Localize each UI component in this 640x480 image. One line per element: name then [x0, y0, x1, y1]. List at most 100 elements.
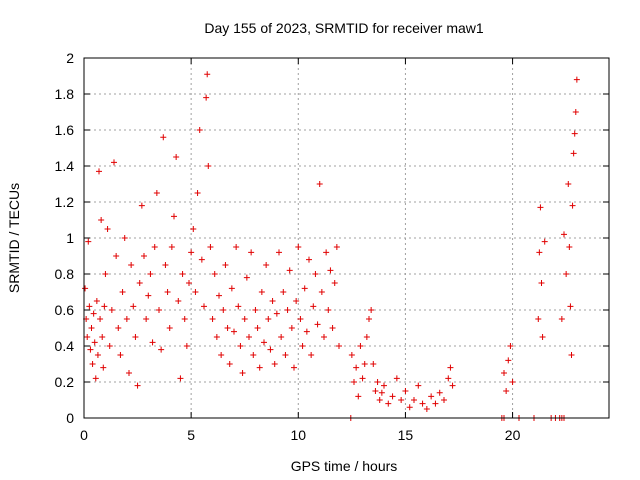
data-point: [92, 375, 99, 382]
data-point: [254, 325, 261, 331]
y-tick-label: 0: [66, 410, 74, 426]
data-point: [90, 310, 97, 317]
data-point: [376, 397, 383, 403]
data-point: [348, 352, 355, 358]
y-tick-label: 1.4: [55, 158, 75, 174]
data-point: [117, 352, 124, 358]
data-point: [171, 213, 177, 220]
data-point: [535, 316, 542, 322]
data-point: [158, 346, 165, 353]
data-point: [126, 370, 132, 376]
data-point: [162, 262, 169, 268]
data-point: [213, 334, 220, 340]
data-point: [314, 321, 321, 328]
data-point: [119, 289, 126, 295]
data-point: [101, 303, 108, 310]
data-point: [186, 280, 192, 286]
data-point: [563, 271, 570, 277]
data-point: [141, 253, 147, 259]
data-point: [231, 328, 237, 335]
data-point: [284, 307, 291, 313]
data-point: [385, 400, 392, 407]
data-point: [331, 280, 338, 286]
data-point: [147, 271, 154, 277]
data-point: [115, 325, 122, 331]
data-point: [316, 181, 323, 187]
data-point: [153, 190, 160, 196]
data-point: [565, 181, 572, 187]
data-point: [415, 382, 422, 389]
y-tick-label: 1.6: [55, 122, 75, 138]
data-point: [353, 364, 360, 371]
data-point: [113, 253, 120, 259]
data-point: [393, 375, 400, 382]
data-point: [181, 316, 188, 322]
data-point: [436, 389, 443, 396]
data-point: [94, 352, 101, 358]
data-point: [207, 244, 214, 250]
data-point: [239, 370, 246, 376]
data-point: [222, 262, 229, 268]
data-point: [226, 361, 233, 367]
data-point: [572, 109, 579, 115]
data-point: [381, 382, 387, 389]
data-point: [97, 316, 104, 322]
data-point: [160, 134, 167, 141]
data-point: [372, 388, 379, 394]
data-point: [419, 400, 426, 407]
data-point: [194, 190, 201, 196]
x-tick-label: 5: [187, 427, 195, 443]
data-point: [151, 244, 158, 250]
data-point: [566, 244, 573, 250]
data-point: [243, 274, 250, 281]
data-point: [228, 285, 235, 292]
y-tick-label: 1: [66, 230, 74, 246]
data-point: [88, 325, 95, 331]
data-point: [168, 244, 175, 250]
x-tick-label: 15: [398, 427, 414, 443]
data-point: [312, 271, 319, 277]
data-point: [368, 307, 375, 313]
data-point: [263, 262, 270, 268]
data-point: [211, 271, 218, 277]
data-point: [538, 280, 545, 286]
data-point: [241, 316, 248, 322]
x-tick-labels: 0 5 10 15 20: [80, 427, 520, 443]
data-point: [357, 343, 364, 349]
data-point: [166, 325, 173, 331]
y-tick-label: 0.4: [55, 338, 75, 354]
data-point: [258, 289, 265, 295]
data-point: [318, 289, 325, 295]
data-point: [89, 361, 96, 367]
data-point: [306, 256, 312, 263]
data-point: [235, 303, 242, 310]
data-point: [441, 397, 447, 403]
data-point: [570, 150, 577, 157]
data-point: [445, 375, 452, 382]
data-point: [295, 244, 302, 250]
data-point: [246, 334, 252, 340]
y-axis-label: SRMTID / TECUs: [6, 183, 22, 293]
data-point: [271, 361, 278, 367]
x-tick-label: 20: [505, 427, 521, 443]
data-point: [149, 339, 156, 346]
data-point: [303, 328, 310, 335]
data-point: [370, 361, 377, 367]
data-point: [123, 316, 130, 322]
data-point: [82, 285, 89, 292]
data-point: [183, 343, 190, 349]
data-point: [111, 159, 117, 166]
data-point: [106, 343, 113, 349]
x-tick-label: 10: [290, 427, 306, 443]
data-point: [568, 352, 575, 358]
data-point: [177, 375, 184, 382]
x-tick-label: 0: [80, 427, 88, 443]
data-point: [175, 298, 182, 304]
data-point: [449, 382, 456, 389]
data-point: [329, 325, 336, 331]
data-point: [205, 163, 212, 169]
chart-title: Day 155 of 2023, SRMTID for receiver maw…: [204, 20, 484, 36]
data-point: [98, 217, 105, 223]
data-point: [179, 271, 186, 277]
data-point: [359, 375, 366, 382]
